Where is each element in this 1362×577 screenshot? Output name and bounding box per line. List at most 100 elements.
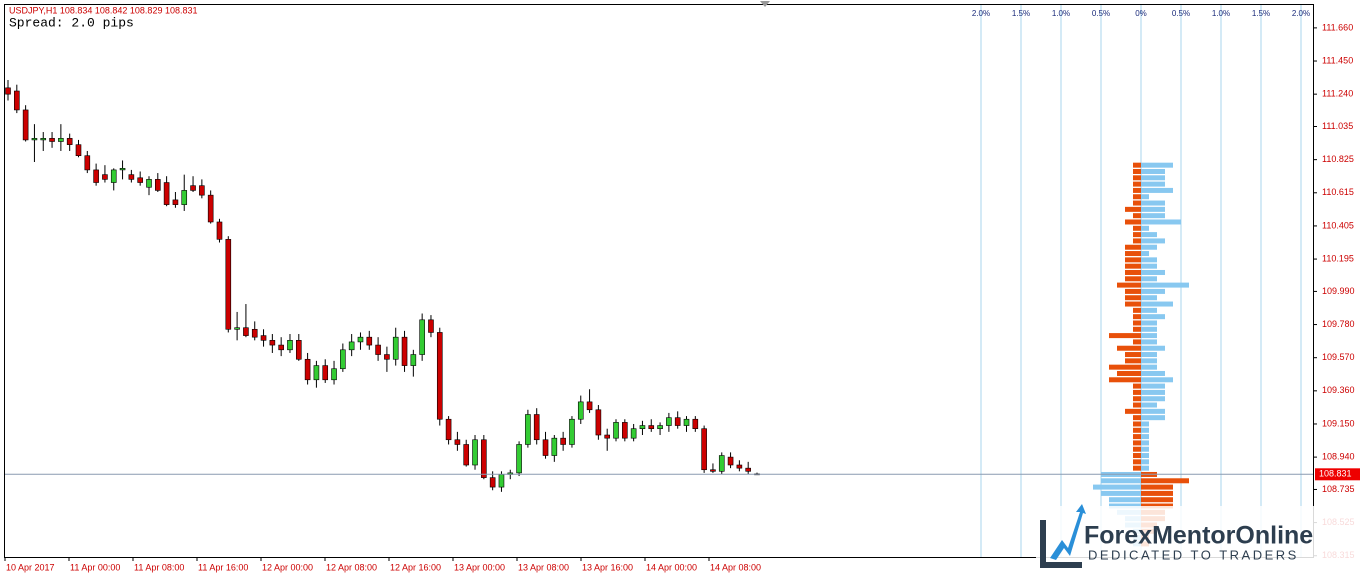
profile-bar bbox=[1133, 465, 1141, 471]
y-tick-label: 109.990 bbox=[1322, 286, 1355, 296]
candle-body bbox=[613, 422, 619, 439]
candle-body bbox=[340, 349, 346, 370]
profile-bar bbox=[1117, 345, 1141, 351]
candle-body bbox=[639, 425, 646, 430]
y-tick-label: 109.150 bbox=[1322, 418, 1355, 428]
profile-bar bbox=[1141, 232, 1157, 238]
candle-body bbox=[736, 464, 743, 469]
candle-body bbox=[375, 344, 381, 355]
candle-body bbox=[331, 368, 337, 381]
profile-bar bbox=[1141, 453, 1149, 459]
profile-bar bbox=[1141, 257, 1157, 263]
candle-body bbox=[604, 434, 611, 439]
profile-bar bbox=[1141, 396, 1165, 402]
x-tick-label: 11 Apr 08:00 bbox=[134, 562, 184, 572]
profile-bar bbox=[1141, 288, 1165, 294]
profile-bar bbox=[1141, 194, 1149, 200]
profile-bar bbox=[1109, 377, 1141, 383]
profile-bar bbox=[1141, 352, 1157, 358]
candle-body bbox=[595, 409, 602, 436]
profile-bar bbox=[1141, 459, 1149, 465]
profile-bar bbox=[1141, 339, 1157, 345]
x-tick-label: 12 Apr 08:00 bbox=[326, 562, 377, 572]
candle-body bbox=[269, 340, 276, 346]
candle-body bbox=[454, 439, 461, 445]
profile-bar bbox=[1141, 225, 1149, 231]
candle-body bbox=[366, 336, 373, 346]
candle-body bbox=[199, 185, 205, 196]
candle-body bbox=[569, 418, 575, 445]
candle-body bbox=[128, 174, 135, 180]
candle-body bbox=[22, 109, 29, 141]
profile-bar bbox=[1141, 251, 1149, 257]
candle-body bbox=[31, 138, 38, 141]
candle-body bbox=[84, 155, 91, 171]
candle-body bbox=[622, 422, 628, 439]
profile-bar bbox=[1133, 446, 1141, 452]
profile-bar bbox=[1141, 206, 1165, 212]
candle-body bbox=[243, 327, 249, 336]
candle-body bbox=[146, 179, 152, 188]
candle-body bbox=[657, 425, 663, 430]
candle-body bbox=[630, 428, 637, 439]
logo-tagline: DEDICATED TO TRADERS bbox=[1088, 547, 1299, 562]
profile-bar bbox=[1125, 295, 1141, 301]
candle-body bbox=[674, 417, 681, 426]
candle-body bbox=[348, 341, 355, 351]
candle-body bbox=[207, 194, 214, 223]
profile-bar bbox=[1133, 326, 1141, 332]
y-tick-label: 108.735 bbox=[1322, 484, 1355, 494]
profile-bar bbox=[1133, 187, 1141, 193]
candle-body bbox=[481, 439, 487, 478]
profile-bar bbox=[1141, 490, 1173, 496]
candle-body bbox=[225, 239, 232, 330]
candle-body bbox=[692, 418, 699, 430]
profile-bar bbox=[1141, 383, 1165, 389]
profile-bar bbox=[1125, 358, 1141, 364]
profile-bar bbox=[1125, 301, 1141, 307]
y-tick-label: 111.240 bbox=[1322, 89, 1353, 99]
layer: 2.0% 1.5% 1.0% 0.5% 0% 0.5% 1.0% 1.5% 2.0% 111.66… bbox=[4, 5, 1360, 572]
profile-bar bbox=[1141, 465, 1149, 471]
profile-bar bbox=[1141, 276, 1157, 282]
y-tick-label: 111.660 bbox=[1322, 22, 1353, 32]
profile-bar bbox=[1141, 301, 1173, 307]
logo: ForexMentorOnline DEDICATED TO TRADERS bbox=[1036, 504, 1362, 577]
profile-bar bbox=[1141, 484, 1173, 490]
profile-bar bbox=[1133, 402, 1141, 408]
candle-body bbox=[436, 332, 443, 420]
profile-bar bbox=[1109, 364, 1141, 370]
candle-body bbox=[577, 401, 584, 420]
x-tick-label: 1.5% bbox=[1252, 9, 1270, 18]
candle-body bbox=[357, 336, 364, 343]
profile-bar bbox=[1141, 427, 1149, 433]
x-tick-label: 13 Apr 00:00 bbox=[454, 562, 505, 572]
profile-bar bbox=[1125, 269, 1141, 275]
profile-bar bbox=[1133, 162, 1141, 168]
x-tick-label: 2.0% bbox=[1292, 9, 1310, 18]
x-tick-label: 10 Apr 2017 bbox=[6, 562, 55, 572]
profile-bar bbox=[1141, 402, 1157, 408]
candle-body bbox=[586, 401, 593, 411]
profile-bar bbox=[1141, 333, 1157, 339]
profile-bar bbox=[1133, 213, 1141, 219]
candle-body bbox=[58, 138, 64, 142]
profile-bar bbox=[1141, 320, 1157, 326]
candle-body bbox=[234, 327, 240, 330]
profile-bar bbox=[1125, 257, 1141, 263]
candle-body bbox=[322, 365, 329, 381]
profile-bar bbox=[1133, 434, 1141, 440]
candle-body bbox=[155, 179, 161, 191]
x-tick-label: 12 Apr 16:00 bbox=[390, 562, 441, 572]
profile-bar bbox=[1125, 206, 1141, 212]
profile-bar bbox=[1125, 263, 1141, 269]
profile-bar bbox=[1141, 263, 1157, 269]
profile-bar bbox=[1141, 269, 1165, 275]
profile-bar bbox=[1141, 345, 1165, 351]
y-tick-label: 110.615 bbox=[1322, 187, 1354, 197]
x-tick-label: 11 Apr 00:00 bbox=[70, 562, 120, 572]
candle-body bbox=[40, 138, 47, 141]
profile-bar bbox=[1141, 168, 1165, 174]
profile-bar bbox=[1141, 213, 1165, 219]
profile-bar bbox=[1133, 168, 1141, 174]
